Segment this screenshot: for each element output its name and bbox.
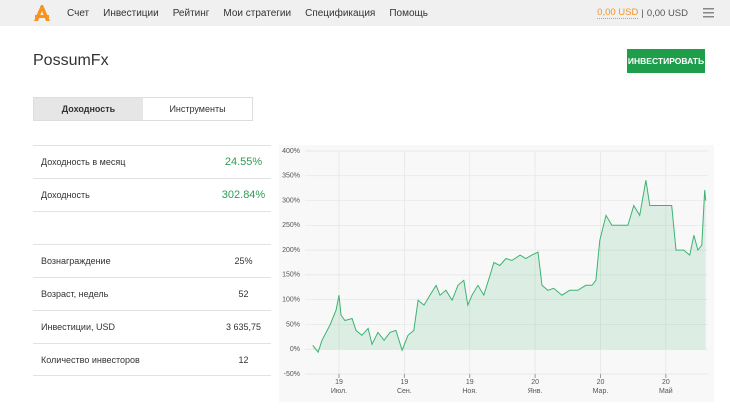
x-tick-label: 19 [400,379,408,386]
x-tick-label: Мар. [593,388,609,395]
y-tick-label: 0% [290,346,300,353]
logo[interactable] [32,3,52,23]
stats-table: Доходность в месяц 24.55% Доходность 302.84… [33,145,271,376]
x-tick-label: 19 [335,379,343,386]
area [312,180,706,353]
tab[interactable]: Доходность [34,98,143,120]
separator: | [641,7,644,19]
stat-value: 52 [238,289,249,299]
y-tick-label: 400% [282,148,300,155]
stat-row: Количество инвесторов 12 [33,343,271,376]
nav-item[interactable]: Счет [67,7,90,19]
y-tick-label: 150% [282,272,300,279]
menu-icon[interactable] [703,8,714,18]
nav-item[interactable]: Спецификация [305,7,376,19]
x-tick-label: Ноя. [462,388,477,395]
balance[interactable]: 0,00 USD [597,7,639,19]
y-tick-label: 300% [282,197,300,204]
stat-label: Вознаграждение [41,256,111,266]
nav-item[interactable]: Помощь [389,7,428,19]
y-tick-label: 200% [282,247,300,254]
stat-label: Возраст, недель [41,289,109,299]
x-tick-label: 20 [662,379,670,386]
stat-value: 24.55% [224,156,263,168]
line [312,180,707,354]
stat-row: Инвестиции, USD 3 635,75 [33,310,271,343]
tab[interactable]: Инструменты [169,104,226,114]
stat-value: 3 635,75 [225,322,262,332]
y-tick-label: 50% [286,321,300,328]
stat-label: Доходность [41,190,90,200]
y-tick-label: 100% [282,297,300,304]
x-tick-label: 20 [597,379,605,386]
x-tick-label: Сен. [397,388,412,395]
nav-item[interactable]: Рейтинг [172,7,210,19]
nav-menu: Счет Инвестиции Рейтинг Мои стратегии Специф… [67,0,428,26]
stat-value: 302.84% [221,189,266,201]
stat-row-blank [33,211,271,244]
chart-background [279,145,714,402]
stat-label: Количество инвесторов [41,354,140,365]
strategy-title: PossumFx [33,52,109,69]
stat-row: Вознаграждение 25% [33,244,271,277]
tabs: Доходность Инструменты [33,97,253,121]
y-tick-label: -50% [284,371,300,378]
stat-value: 25% [234,256,253,266]
y-tick-label: 350% [282,173,300,180]
stat-row: Возраст, недель 52 [33,277,271,310]
stat-label: Доходность в месяц [41,157,126,167]
invest-button[interactable]: ИНВЕСТИРОВАТЬ [627,49,705,73]
nav-item[interactable]: Инвестиции [103,7,159,19]
x-tick-label: Май [659,387,673,395]
x-tick-label: 20 [531,379,539,386]
equity: 0,00 USD [646,7,688,19]
stat-label: Инвестиции, USD [41,322,115,332]
x-tick-label: Янв. [528,388,543,395]
stat-row: Доходность в месяц 24.55% [33,145,271,178]
x-tick-label: 19 [466,379,474,386]
x-tick-label: Июл. [331,388,347,395]
nav-item[interactable]: Мои стратегии [223,7,292,19]
stat-row: Доходность 302.84% [33,178,271,211]
nav-bar: Счет Инвестиции Рейтинг Мои стратегии Специф… [0,0,730,26]
account-summary: 0,00 USD | 0,00 USD [597,0,688,26]
stat-value: 12 [238,354,249,365]
y-tick-label: 250% [282,222,300,229]
